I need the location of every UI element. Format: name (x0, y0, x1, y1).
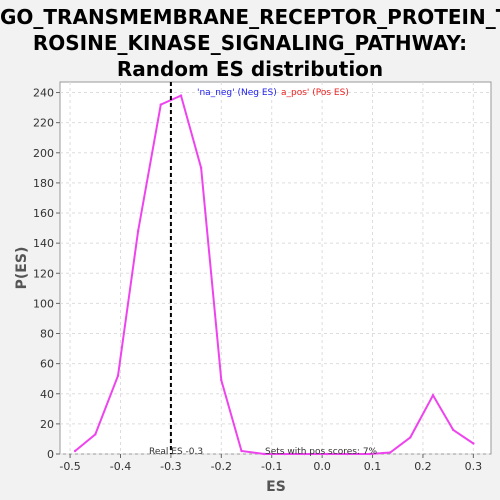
data-point (389, 451, 392, 454)
x-tick-label: 0.3 (465, 460, 483, 473)
title-line-2: ROSINE_KINASE_SIGNALING_PATHWAY: (32, 31, 468, 55)
data-point (326, 452, 329, 456)
y-tick-label: 200 (33, 147, 54, 160)
y-tick-label: 60 (40, 358, 54, 371)
y-tick-label: 100 (33, 297, 54, 310)
y-tick-label: 40 (40, 388, 54, 401)
pos-scores-annotation: Sets with pos scores: 7% (265, 447, 378, 457)
data-point (431, 394, 435, 397)
series-line (74, 94, 474, 455)
data-point (240, 449, 243, 453)
y-axis: 0 20 40 60 80 100 120 140 160 180 200 220 240 (33, 87, 60, 461)
y-tick-label: 220 (33, 117, 54, 130)
x-axis-label: ES (266, 479, 286, 495)
data-point (116, 374, 120, 377)
legend-neg-label: 'na_neg' (Neg ES) (197, 88, 277, 98)
x-axis: -0.5 -0.4 -0.3 -0.2 -0.1 0.0 0.1 0.2 0.3 (59, 454, 482, 473)
y-tick-label: 240 (33, 87, 54, 100)
data-point (263, 452, 266, 456)
legend-pos-label: a_pos' (Pos ES) (281, 88, 349, 98)
data-points (73, 94, 475, 456)
y-tick-label: 80 (40, 328, 54, 341)
y-tick-label: 180 (33, 177, 54, 190)
x-tick-label: -0.1 (261, 460, 282, 473)
title-line-3: Random ES distribution (116, 57, 384, 81)
data-point (409, 436, 412, 439)
data-point (136, 229, 140, 233)
data-point (303, 452, 306, 456)
data-point (283, 452, 286, 456)
y-tick-label: 140 (33, 237, 54, 250)
y-tick-label: 0 (47, 448, 54, 461)
gridlines (60, 82, 491, 455)
y-tick-label: 20 (40, 418, 54, 431)
y-tick-label: 160 (33, 207, 54, 220)
x-tick-label: 0.1 (364, 460, 382, 473)
data-point (472, 442, 475, 445)
x-tick-label: 0.2 (414, 460, 432, 473)
x-tick-label: 0.0 (313, 460, 331, 473)
data-point (452, 428, 455, 432)
data-point (159, 103, 162, 106)
data-point (199, 166, 203, 169)
data-point (94, 433, 97, 436)
data-point (179, 94, 183, 97)
x-tick-label: -0.3 (160, 460, 181, 473)
plot-background (59, 81, 492, 455)
y-tick-label: 120 (33, 267, 54, 280)
x-tick-label: -0.4 (110, 460, 131, 473)
x-tick-label: -0.2 (211, 460, 232, 473)
data-point (346, 452, 349, 456)
data-point (220, 379, 223, 382)
chart-title: GO_TRANSMEMBRANE_RECEPTOR_PROTEIN_TY ROS… (0, 4, 500, 82)
data-point (368, 452, 372, 456)
x-tick-label: -0.5 (59, 460, 80, 473)
y-axis-label: P(ES) (14, 247, 30, 290)
real-es-label: Real ES -0.3 (149, 447, 203, 457)
series-lines (74, 94, 474, 455)
title-line-1: GO_TRANSMEMBRANE_RECEPTOR_PROTEIN_TY (0, 5, 500, 29)
data-point (73, 449, 77, 453)
